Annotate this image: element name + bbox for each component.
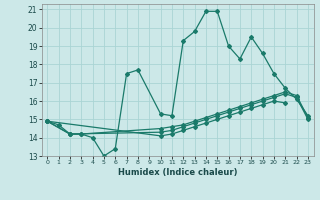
X-axis label: Humidex (Indice chaleur): Humidex (Indice chaleur) (118, 168, 237, 177)
